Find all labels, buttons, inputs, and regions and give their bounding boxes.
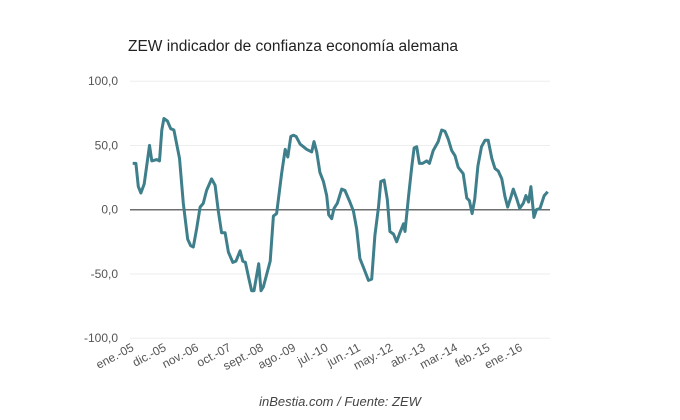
y-tick-label: -100,0: [84, 331, 118, 345]
x-tick-label: mar.-14: [417, 340, 460, 372]
y-tick-label: 50,0: [95, 138, 119, 152]
x-tick-label: nov.-06: [160, 340, 201, 371]
y-tick-label: 100,0: [88, 74, 118, 88]
chart-title: ZEW indicador de confianza economía alem…: [128, 38, 458, 55]
x-tick-label: jul.-10: [294, 340, 331, 368]
x-tick-label: ago.-09: [255, 340, 298, 372]
series-line-zew: [132, 117, 549, 293]
y-tick-label: 0,0: [101, 203, 118, 217]
chart-source: inBestia.com / Fuente: ZEW: [259, 394, 421, 409]
x-tick-label: ene.-16: [482, 340, 525, 372]
y-tick-label: -50,0: [91, 267, 119, 281]
